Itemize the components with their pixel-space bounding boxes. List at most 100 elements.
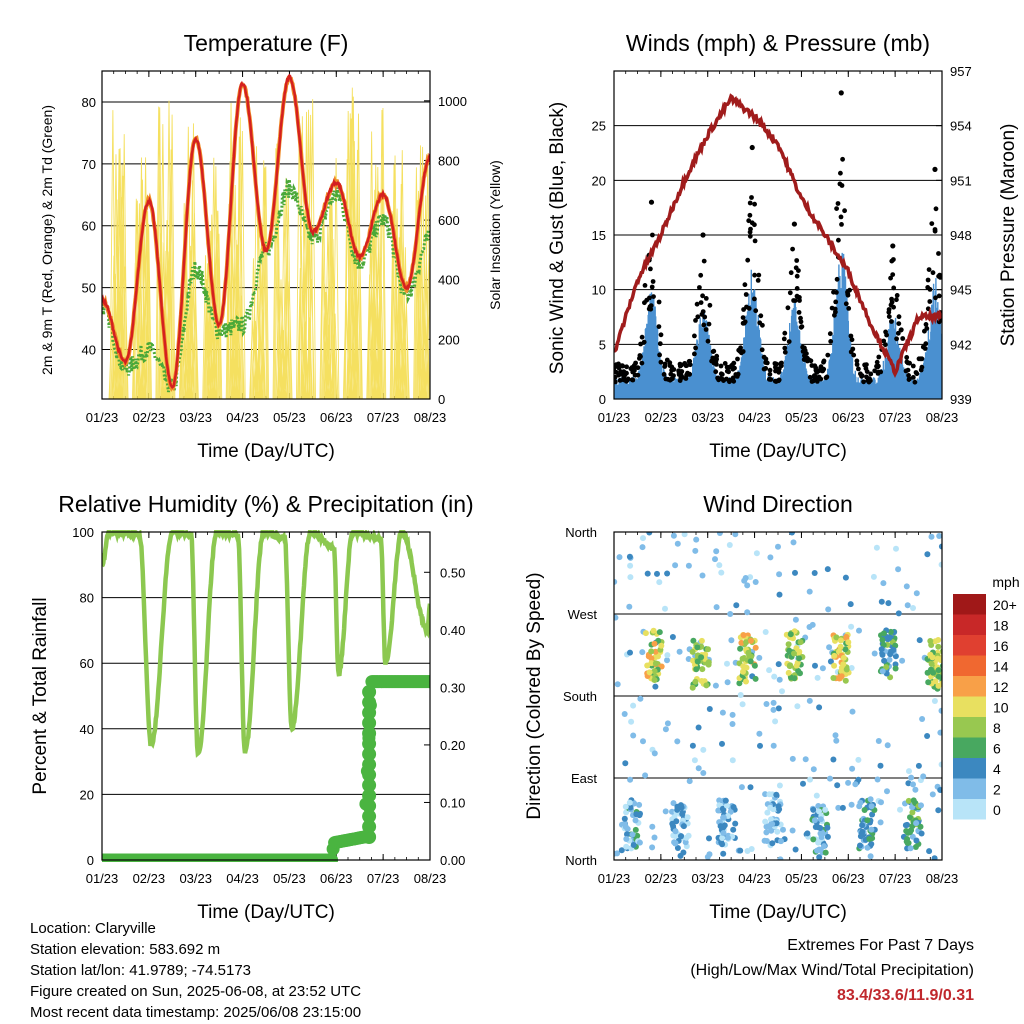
gust-point xyxy=(842,208,847,214)
gust-point xyxy=(667,363,673,368)
direction-point xyxy=(924,669,931,676)
direction-point xyxy=(720,814,727,821)
direction-point xyxy=(884,742,891,749)
gust-point xyxy=(890,272,896,277)
direction-point xyxy=(883,664,890,671)
direction-point xyxy=(899,657,906,664)
precip-point xyxy=(362,716,377,730)
direction-point xyxy=(622,823,629,830)
direction-point xyxy=(700,746,707,753)
direction-point xyxy=(833,634,840,641)
direction-point xyxy=(813,792,820,799)
direction-point xyxy=(769,840,776,847)
direction-point xyxy=(770,706,777,713)
direction-point xyxy=(623,836,630,842)
y-right-tick-label: 957 xyxy=(950,64,972,79)
direction-point xyxy=(699,666,706,673)
gust-point xyxy=(891,257,896,262)
direction-point xyxy=(903,583,910,590)
direction-point xyxy=(819,665,826,672)
direction-point xyxy=(716,797,723,804)
direction-point xyxy=(835,804,842,811)
gust-point xyxy=(807,374,813,380)
gust-point xyxy=(693,345,698,351)
gust-point xyxy=(782,345,788,351)
direction-point xyxy=(867,796,874,803)
gust-point xyxy=(747,200,753,206)
direction-point xyxy=(936,533,942,539)
gust-point xyxy=(906,377,912,382)
gust-point xyxy=(773,368,778,374)
direction-point xyxy=(729,711,736,718)
gust-point xyxy=(642,300,647,306)
direction-point xyxy=(713,604,720,611)
x-tick-label: 08/23 xyxy=(414,410,447,425)
x-tick-label: 07/23 xyxy=(367,410,400,425)
direction-point xyxy=(842,677,849,684)
gust-point xyxy=(664,357,670,363)
direction-point xyxy=(868,803,875,810)
gust-point xyxy=(843,301,849,307)
gust-point xyxy=(735,356,740,362)
station-info: Location: Claryville Station elevation: … xyxy=(30,918,361,1023)
gust-point xyxy=(676,368,681,374)
direction-point xyxy=(730,804,737,810)
gust-peak-point xyxy=(791,221,798,227)
direction-point xyxy=(928,660,935,667)
gust-point xyxy=(933,206,939,212)
gust-point xyxy=(764,360,770,366)
gust-peak-point xyxy=(890,243,896,249)
legend-swatch xyxy=(953,614,986,635)
legend-swatch xyxy=(953,717,986,738)
x-tick-label: 06/23 xyxy=(320,410,353,425)
direction-point xyxy=(719,709,726,716)
gust-point xyxy=(772,361,778,366)
direction-point xyxy=(788,674,794,681)
direction-point xyxy=(705,646,711,653)
direction-point xyxy=(698,637,705,644)
legend-swatch xyxy=(953,594,986,615)
gust-point xyxy=(647,295,652,301)
gust-point xyxy=(647,304,653,310)
direction-point xyxy=(751,662,758,669)
legend-label: 8 xyxy=(993,720,1001,736)
direction-point xyxy=(871,650,878,657)
direction-point xyxy=(763,829,770,836)
direction-point xyxy=(913,590,920,597)
direction-point xyxy=(859,822,866,829)
y-tick-label: South xyxy=(563,689,597,704)
direction-point xyxy=(624,831,630,838)
direction-point xyxy=(626,799,633,806)
direction-point xyxy=(913,820,920,827)
direction-point xyxy=(692,678,699,685)
direction-point xyxy=(796,648,803,655)
gust-point xyxy=(782,349,788,355)
direction-point xyxy=(892,665,899,672)
gust-point xyxy=(722,361,728,366)
pressure-line xyxy=(614,93,942,379)
gust-point xyxy=(650,232,655,238)
gust-point xyxy=(687,362,693,368)
direction-point xyxy=(652,648,659,655)
direction-point xyxy=(873,544,880,551)
precip-point xyxy=(362,819,377,834)
direction-point xyxy=(816,808,822,815)
gust-point xyxy=(804,351,809,356)
direction-point xyxy=(614,578,618,585)
x-tick-label: 03/23 xyxy=(691,410,724,425)
direction-point xyxy=(831,652,838,659)
legend-title: mph xyxy=(992,574,1019,590)
gust-point xyxy=(930,270,936,276)
gust-point xyxy=(701,258,707,264)
direction-point xyxy=(763,838,770,844)
precip-point xyxy=(362,726,377,741)
gust-point xyxy=(788,270,794,276)
gust-point xyxy=(714,353,720,359)
direction-point xyxy=(724,679,731,686)
y-right-tick-label: 0.00 xyxy=(440,853,465,868)
gust-point xyxy=(836,237,841,243)
direction-point xyxy=(848,623,855,630)
y-right-axis-label: Solar Insolation (Yellow) xyxy=(487,160,503,310)
x-tick-label: 06/23 xyxy=(832,410,865,425)
direction-point xyxy=(674,803,681,810)
